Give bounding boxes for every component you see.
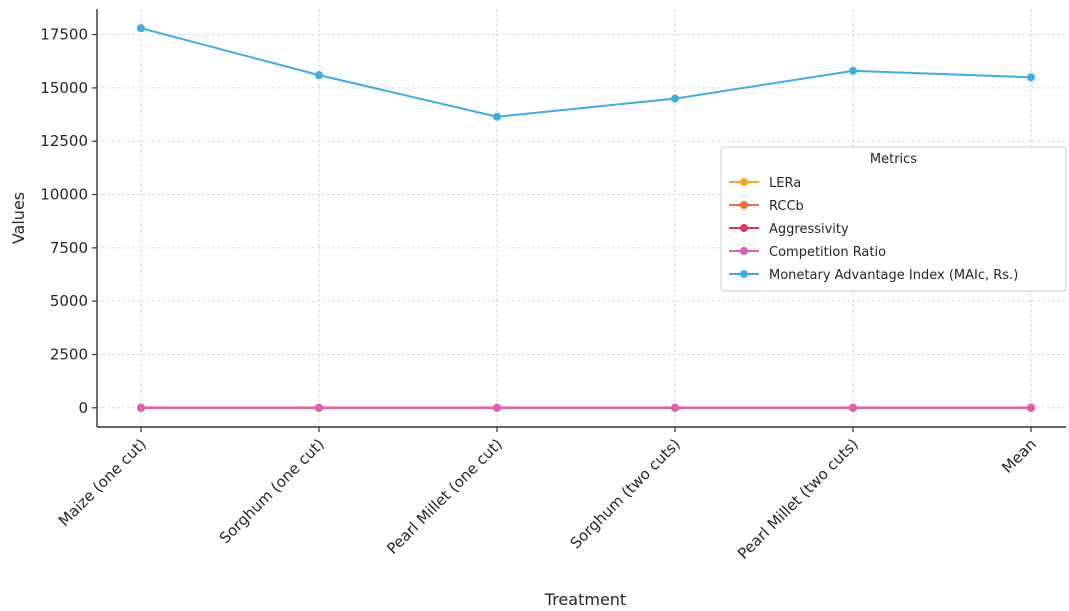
x-tick-label: Pearl Millet (one cut) xyxy=(383,435,506,558)
x-tick-label: Maize (one cut) xyxy=(55,435,150,530)
y-tick-label: 7500 xyxy=(50,239,88,257)
legend-swatch-marker xyxy=(740,224,748,232)
legend-label: LERa xyxy=(769,176,801,191)
data-point xyxy=(315,403,323,412)
x-tick-label: Sorghum (one cut) xyxy=(216,435,328,547)
y-tick-label: 17500 xyxy=(40,26,88,44)
legend-label: RCCb xyxy=(769,199,804,214)
data-point xyxy=(493,112,501,121)
data-point xyxy=(137,24,145,33)
legend-swatch-marker xyxy=(740,270,748,278)
y-tick-label: 5000 xyxy=(50,292,88,310)
series-group xyxy=(137,24,1035,412)
legend-box xyxy=(720,146,1067,292)
data-point xyxy=(671,403,679,412)
legend: Metrics LERa RCCb Aggressivity Competition … xyxy=(720,146,1067,292)
legend-label: Competition Ratio xyxy=(769,245,886,260)
x-tick-label: Pearl Millet (two cuts) xyxy=(734,435,862,563)
y-tick-label: 12500 xyxy=(40,132,88,150)
x-axis-title: Treatment xyxy=(544,590,626,609)
series-4 xyxy=(137,24,1035,121)
y-tick-label: 15000 xyxy=(40,79,88,97)
axes xyxy=(96,9,1066,428)
data-point xyxy=(1027,403,1035,412)
series-3 xyxy=(137,403,1035,412)
legend-swatch-marker xyxy=(740,201,748,209)
legend-label: Aggressivity xyxy=(769,222,849,237)
legend-swatch-marker xyxy=(740,247,748,255)
legend-item: Aggressivity xyxy=(729,222,849,237)
legend-item: RCCb xyxy=(729,199,804,214)
y-tick-label: 10000 xyxy=(40,186,88,204)
data-point xyxy=(137,403,145,412)
legend-swatch-marker xyxy=(740,178,748,186)
x-tick-label: Mean xyxy=(998,435,1040,477)
legend-title: Metrics xyxy=(870,152,917,167)
x-tick-label: Sorghum (two cuts) xyxy=(567,435,684,552)
legend-item: Competition Ratio xyxy=(729,245,886,260)
legend-items: LERa RCCb Aggressivity Competition Ratio Mon… xyxy=(729,176,1018,283)
y-tick-label: 0 xyxy=(78,399,88,417)
data-point xyxy=(1027,73,1035,82)
data-point xyxy=(315,71,323,80)
legend-item: LERa xyxy=(729,176,801,191)
x-ticks: Maize (one cut) Sorghum (one cut) Pearl Mi… xyxy=(55,427,1040,563)
data-point xyxy=(671,94,679,103)
legend-item: Monetary Advantage Index (MAIc, Rs.) xyxy=(729,268,1018,283)
data-point xyxy=(493,403,501,412)
y-ticks: 0 2500 5000 7500 10000 12500 15000 17500 xyxy=(40,26,97,417)
series-line xyxy=(140,27,1032,118)
data-point xyxy=(849,66,857,75)
legend-label: Monetary Advantage Index (MAIc, Rs.) xyxy=(769,268,1018,283)
y-axis-title: Values xyxy=(9,192,28,244)
data-point xyxy=(849,403,857,412)
y-tick-label: 2500 xyxy=(50,345,88,363)
